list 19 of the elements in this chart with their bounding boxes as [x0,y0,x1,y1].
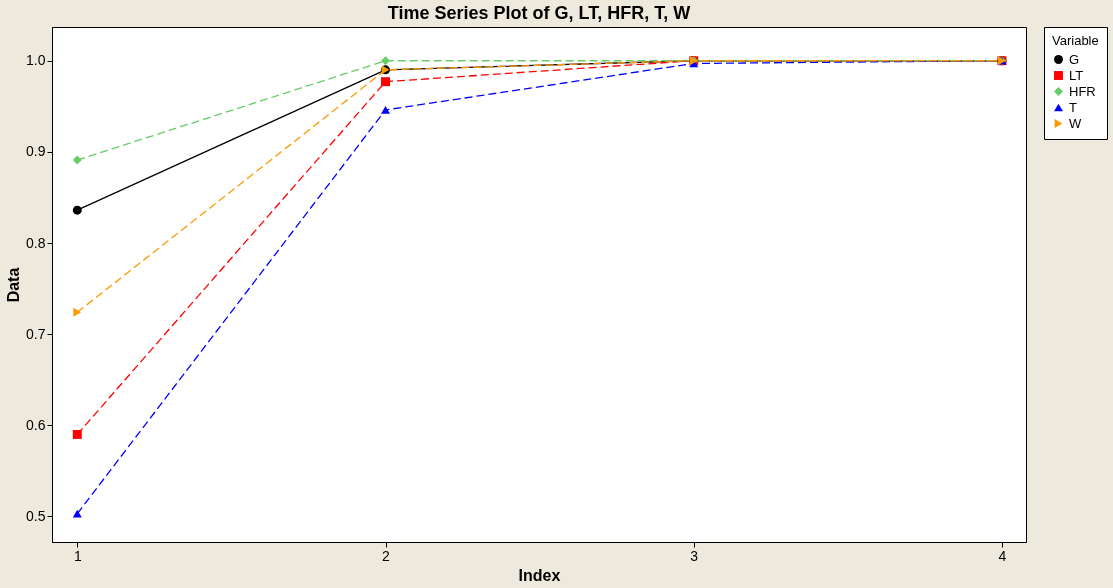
legend-label: HFR [1069,83,1096,99]
legend-label: W [1069,115,1082,131]
legend-title: Variable [1052,33,1099,48]
x-tick-label: 3 [690,547,699,564]
x-tick-label: 1 [73,547,82,564]
y-tick-label: 0.5 [26,507,46,524]
x-tick-label: 2 [382,547,391,564]
y-tick-label: 0.8 [26,234,46,251]
y-tick-label: 0.6 [26,416,46,433]
x-tick-label: 4 [998,547,1007,564]
x-axis-title: Index [518,566,561,584]
y-tick-label: 0.7 [26,325,46,342]
y-axis-title: Data [5,267,23,303]
legend-label: T [1069,99,1077,115]
y-tick-label: 1.0 [26,52,46,69]
legend-label: LT [1069,67,1084,83]
legend-label: G [1069,51,1080,67]
chart-title: Time Series Plot of G, LT, HFR, T, W [387,3,691,23]
y-tick-label: 0.9 [26,143,46,160]
